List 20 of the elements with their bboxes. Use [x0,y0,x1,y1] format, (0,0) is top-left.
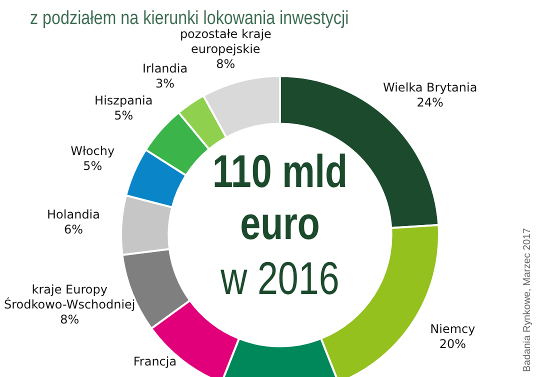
slice-label: pozostałe kraje europejskie [180,27,272,56]
data-label: 3% [156,76,175,91]
slice-label: Irlandia [142,62,188,76]
slice-label: Niemcy [430,322,476,336]
slice-label: Hiszpania [94,93,153,108]
text: w 2016 [220,252,340,304]
data-label: 6% [64,222,84,237]
slice-label: Francja [133,354,177,369]
data-label: 8% [216,57,236,72]
text: Badania Rynkowe, Marzec 2017 [522,228,533,372]
data-label: 20% [439,336,466,351]
slice-label: Wielka Brytania [382,80,478,94]
chart-title: z podziałem na kierunki lokowania inwestycji [30,8,349,29]
slice-label: Holandia [47,208,100,222]
slice-label: Włochy [70,144,115,158]
data-label: 5% [114,108,134,122]
slice-label: kraje Europy Środkowo-Wschodniej [4,282,136,312]
data-label: 8% [60,312,80,326]
data-label: 5% [83,158,102,173]
data-label: 24% [416,95,444,110]
